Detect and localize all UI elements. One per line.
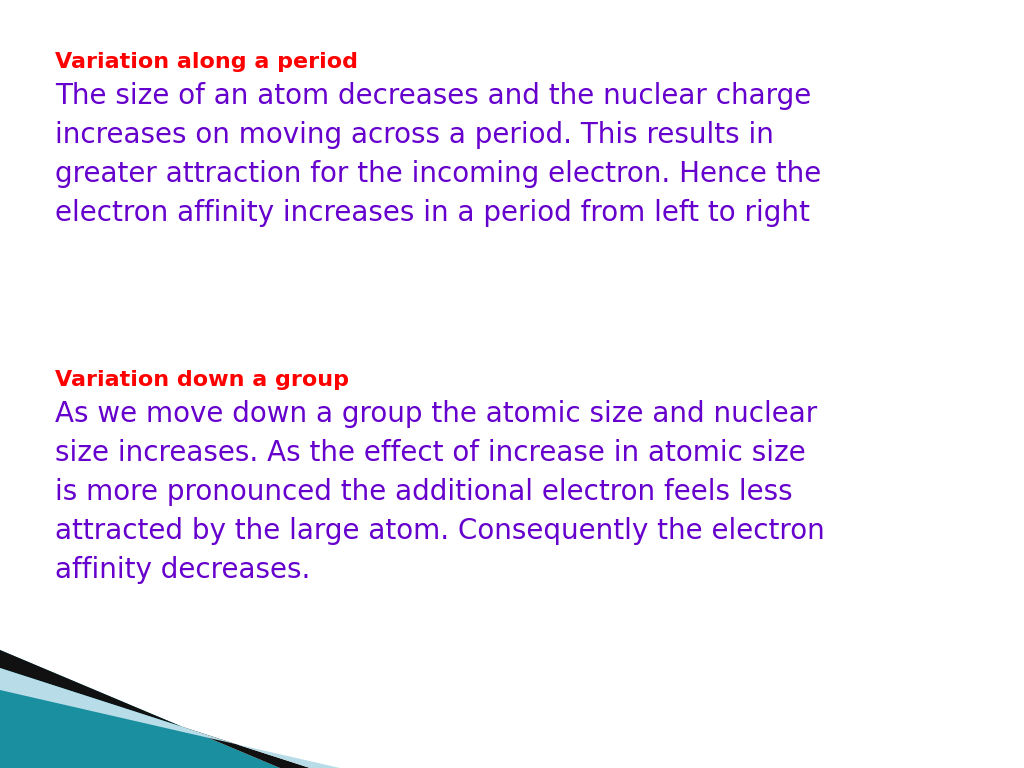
Polygon shape [0, 650, 280, 768]
Text: Variation along a period: Variation along a period [55, 52, 358, 72]
Text: Variation down a group: Variation down a group [55, 370, 349, 390]
Polygon shape [0, 668, 340, 768]
Text: The size of an atom decreases and the nuclear charge
increases on moving across : The size of an atom decreases and the nu… [55, 82, 821, 227]
Polygon shape [0, 650, 310, 768]
Text: As we move down a group the atomic size and nuclear
size increases. As the effec: As we move down a group the atomic size … [55, 400, 824, 584]
